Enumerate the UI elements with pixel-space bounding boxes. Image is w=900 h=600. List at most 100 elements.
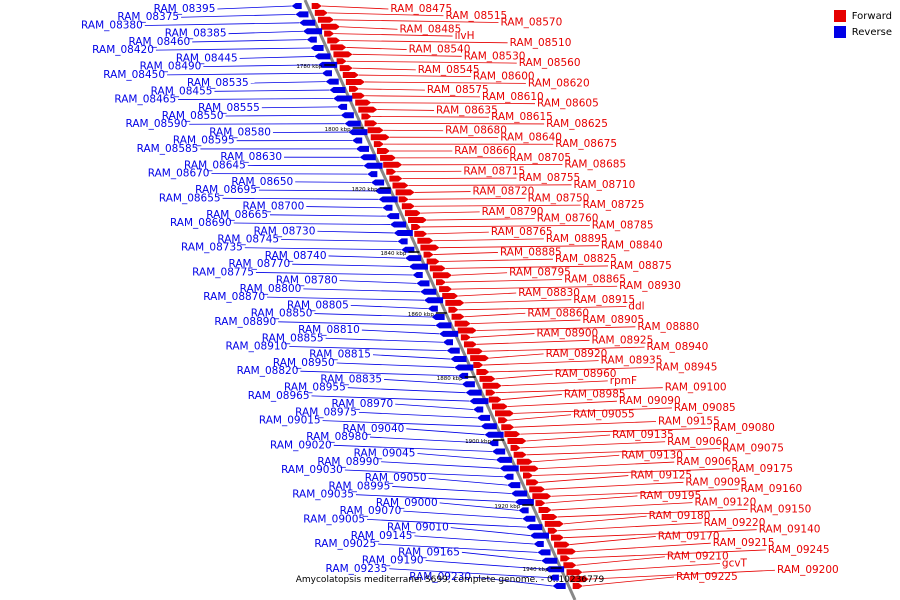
gene-label[interactable]: RAM_08680 — [445, 125, 507, 137]
gene-label[interactable]: RAM_08985 — [564, 388, 626, 400]
gene-label[interactable]: RAM_08815 — [309, 349, 371, 361]
gene-label[interactable]: RAM_08490 — [140, 61, 202, 73]
gene-label[interactable]: RAM_08785 — [592, 219, 654, 231]
gene-label[interactable]: RAM_09120 — [695, 497, 757, 509]
gene-label[interactable]: RAM_08420 — [92, 44, 154, 56]
gene-label[interactable]: RAM_08965 — [248, 390, 310, 402]
gene-label[interactable]: RAM_09190 — [362, 555, 424, 567]
gene-label[interactable]: RAM_09080 — [713, 422, 775, 434]
gene-label[interactable]: RAM_09160 — [740, 483, 802, 495]
gene-label[interactable]: RAM_09070 — [340, 505, 402, 517]
gene-label[interactable]: RAM_08630 — [220, 151, 282, 163]
gene-label[interactable]: RAM_09210 — [667, 551, 729, 563]
gene-label[interactable]: RAM_08625 — [546, 118, 608, 130]
gene-label[interactable]: RAM_08575 — [427, 84, 489, 96]
gene-label[interactable]: RAM_08895 — [546, 233, 608, 245]
gene-label[interactable]: RAM_09065 — [676, 456, 738, 468]
gene-label[interactable]: RAM_09215 — [713, 537, 775, 549]
gene-label[interactable]: RAM_08840 — [601, 240, 663, 252]
gene-label[interactable]: RAM_08885 — [500, 246, 562, 258]
gene-label[interactable]: RAM_08395 — [154, 3, 216, 15]
gene-label[interactable]: RAM_08685 — [564, 159, 626, 171]
gene-label[interactable]: RAM_08800 — [240, 283, 302, 295]
gene-label[interactable]: RAM_08720 — [473, 186, 535, 198]
gene-label[interactable]: RAM_08540 — [409, 44, 471, 56]
gene-label[interactable]: RAM_08700 — [243, 201, 305, 213]
gene-label[interactable]: RAM_08870 — [203, 291, 265, 303]
gene-label[interactable]: RAM_09155 — [658, 415, 720, 427]
gene-label[interactable]: RAM_09235 — [326, 563, 388, 575]
gene-label[interactable]: RAM_09015 — [259, 415, 321, 427]
gene-label[interactable]: RAM_09045 — [354, 448, 416, 460]
gene-label[interactable]: RAM_08910 — [226, 341, 288, 353]
gene-label[interactable]: RAM_09245 — [768, 544, 830, 556]
gene-label[interactable]: RAM_08385 — [165, 28, 227, 40]
gene-label[interactable]: RAM_08675 — [555, 138, 617, 150]
gene-label[interactable]: RAM_08920 — [546, 348, 608, 360]
gene-label[interactable]: RAM_08915 — [573, 294, 635, 306]
gene-label[interactable]: RAM_08735 — [181, 242, 243, 254]
gene-label[interactable]: RAM_08970 — [331, 398, 393, 410]
gene-label[interactable]: RAM_09020 — [270, 439, 332, 451]
gene-label[interactable]: RAM_08810 — [298, 324, 360, 336]
gene-label[interactable]: RAM_08610 — [482, 91, 544, 103]
gene-label[interactable]: RAM_08530 — [464, 50, 526, 62]
gene-label[interactable]: RAM_09125 — [630, 470, 692, 482]
gene-label[interactable]: RAM_08465 — [114, 94, 176, 106]
gene-label[interactable]: RAM_08780 — [276, 275, 338, 287]
gene-label[interactable]: RAM_09035 — [292, 489, 354, 501]
gene-label[interactable]: RAM_08660 — [454, 145, 516, 157]
gene-label[interactable]: RAM_09040 — [343, 423, 405, 435]
gene-label[interactable]: RAM_08945 — [656, 361, 718, 373]
gene-label[interactable]: RAM_09220 — [704, 517, 766, 529]
gene-label[interactable]: RAM_08890 — [214, 316, 276, 328]
gene-label[interactable]: RAM_08695 — [195, 184, 257, 196]
gene-label[interactable]: RAM_09055 — [573, 409, 635, 421]
gene-label[interactable]: RAM_08615 — [491, 111, 553, 123]
gene-label[interactable]: RAM_09085 — [674, 402, 736, 414]
gene-label[interactable]: RAM_08950 — [273, 357, 335, 369]
gene-label[interactable]: RAM_09010 — [387, 522, 449, 534]
gene-label[interactable]: RAM_08805 — [287, 299, 349, 311]
gene-label[interactable]: RAM_08795 — [509, 267, 571, 279]
gene-label[interactable]: RAM_09100 — [665, 382, 727, 394]
gene-label[interactable]: RAM_08585 — [137, 143, 199, 155]
gene-label[interactable]: RAM_08655 — [159, 192, 221, 204]
gene-label[interactable]: RAM_08730 — [254, 225, 316, 237]
gene-label[interactable]: RAM_08975 — [295, 406, 357, 418]
gene-label[interactable]: RAM_08620 — [528, 77, 590, 89]
gene-label[interactable]: RAM_08380 — [81, 19, 143, 31]
gene-label[interactable]: RAM_08455 — [151, 85, 213, 97]
gene-label[interactable]: RAM_08930 — [619, 280, 681, 292]
gene-label[interactable]: RAM_09150 — [750, 503, 812, 515]
gene-label[interactable]: RAM_08940 — [647, 341, 709, 353]
gene-label[interactable]: RAM_08825 — [555, 253, 617, 265]
gene-label[interactable]: RAM_08855 — [262, 332, 324, 344]
gene-label[interactable]: RAM_09050 — [365, 472, 427, 484]
gene-label[interactable]: RAM_08765 — [491, 226, 553, 238]
gene-label[interactable]: RAM_08690 — [170, 217, 232, 229]
gene-label[interactable]: RAM_08705 — [509, 152, 571, 164]
gene-label[interactable]: RAM_08560 — [519, 57, 581, 69]
gene-label[interactable]: RAM_08595 — [173, 135, 235, 147]
gene-label[interactable]: RAM_08535 — [187, 77, 249, 89]
gene-label[interactable]: RAM_08450 — [103, 69, 165, 81]
gene-label[interactable]: RAM_08725 — [583, 199, 645, 211]
gene-label[interactable]: ddl — [628, 301, 644, 313]
gene-label[interactable]: RAM_09140 — [759, 524, 821, 536]
gene-label[interactable]: RAM_08375 — [117, 11, 179, 23]
gene-label[interactable]: RAM_08990 — [317, 456, 379, 468]
gene-label[interactable]: RAM_08580 — [209, 126, 271, 138]
gene-label[interactable]: gcvT — [722, 557, 748, 569]
gene-label[interactable]: RAM_08715 — [463, 165, 525, 177]
gene-label[interactable]: RAM_08995 — [328, 480, 390, 492]
gene-label[interactable]: RAM_08750 — [528, 192, 590, 204]
gene-label[interactable]: RAM_08790 — [482, 206, 544, 218]
gene-label[interactable]: RAM_08865 — [564, 273, 626, 285]
gene-label[interactable]: RAM_08745 — [217, 233, 279, 245]
gene-label[interactable]: RAM_08770 — [228, 258, 290, 270]
gene-label[interactable]: RAM_09180 — [649, 510, 711, 522]
gene-label[interactable]: RAM_08600 — [473, 71, 535, 83]
gene-label[interactable]: RAM_08850 — [251, 308, 313, 320]
gene-label[interactable]: rpmF — [610, 375, 637, 387]
